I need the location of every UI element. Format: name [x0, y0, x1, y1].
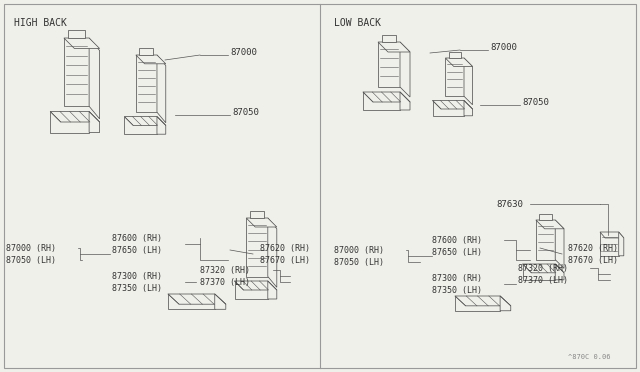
Polygon shape — [89, 38, 100, 119]
Polygon shape — [124, 116, 166, 125]
Text: 87000: 87000 — [490, 42, 517, 51]
Polygon shape — [464, 100, 472, 116]
Polygon shape — [523, 264, 556, 280]
Text: 87050 (LH): 87050 (LH) — [334, 257, 384, 266]
Polygon shape — [556, 264, 564, 280]
Text: 87350 (LH): 87350 (LH) — [112, 283, 162, 292]
Polygon shape — [600, 232, 624, 238]
Polygon shape — [378, 42, 400, 87]
Polygon shape — [234, 281, 268, 299]
Text: 87000: 87000 — [230, 48, 257, 57]
Polygon shape — [540, 214, 552, 220]
Polygon shape — [215, 294, 226, 309]
Polygon shape — [445, 58, 472, 67]
Polygon shape — [536, 220, 564, 229]
Text: 87630: 87630 — [496, 199, 523, 208]
Text: 87000 (RH): 87000 (RH) — [334, 246, 384, 254]
Polygon shape — [64, 38, 100, 48]
Text: HIGH BACK: HIGH BACK — [14, 18, 67, 28]
Polygon shape — [136, 55, 166, 64]
Polygon shape — [449, 52, 461, 58]
Text: 87320 (RH): 87320 (RH) — [518, 263, 568, 273]
Polygon shape — [124, 116, 157, 134]
Polygon shape — [556, 220, 564, 269]
Polygon shape — [246, 218, 277, 227]
Text: LOW BACK: LOW BACK — [334, 18, 381, 28]
Polygon shape — [89, 112, 100, 132]
Text: 87650 (LH): 87650 (LH) — [112, 246, 162, 254]
Text: 87600 (RH): 87600 (RH) — [112, 234, 162, 243]
Text: 87620 (RH): 87620 (RH) — [568, 244, 618, 253]
Polygon shape — [51, 112, 100, 122]
Polygon shape — [250, 211, 264, 218]
Polygon shape — [382, 35, 396, 42]
Text: 87000 (RH): 87000 (RH) — [6, 244, 56, 253]
Polygon shape — [246, 218, 268, 276]
Text: 87670 (LH): 87670 (LH) — [568, 256, 618, 264]
Polygon shape — [157, 116, 166, 134]
Polygon shape — [64, 38, 89, 106]
Text: 87300 (RH): 87300 (RH) — [432, 273, 482, 282]
Polygon shape — [378, 42, 410, 52]
Polygon shape — [51, 112, 89, 132]
Polygon shape — [363, 92, 400, 110]
Text: 87650 (LH): 87650 (LH) — [432, 247, 482, 257]
Polygon shape — [445, 58, 464, 96]
Text: 87050: 87050 — [232, 108, 259, 116]
Text: 87300 (RH): 87300 (RH) — [112, 272, 162, 280]
Polygon shape — [523, 264, 564, 273]
Polygon shape — [157, 55, 166, 123]
Polygon shape — [433, 100, 464, 116]
Text: 87600 (RH): 87600 (RH) — [432, 235, 482, 244]
Polygon shape — [363, 92, 410, 102]
Text: 87370 (LH): 87370 (LH) — [518, 276, 568, 285]
Text: 87050 (LH): 87050 (LH) — [6, 256, 56, 264]
Polygon shape — [168, 294, 215, 309]
Text: ^870C 0.06: ^870C 0.06 — [568, 354, 610, 360]
Text: 87670 (LH): 87670 (LH) — [260, 256, 310, 264]
Polygon shape — [268, 218, 277, 287]
Polygon shape — [400, 42, 410, 97]
Text: 87050: 87050 — [522, 97, 549, 106]
Polygon shape — [234, 281, 277, 290]
Polygon shape — [268, 281, 277, 299]
Text: 87370 (LH): 87370 (LH) — [200, 278, 250, 286]
Polygon shape — [455, 296, 511, 306]
Polygon shape — [500, 296, 511, 311]
Polygon shape — [433, 100, 472, 109]
Text: 87350 (LH): 87350 (LH) — [432, 285, 482, 295]
Text: 87320 (RH): 87320 (RH) — [200, 266, 250, 275]
Text: 87620 (RH): 87620 (RH) — [260, 244, 310, 253]
Polygon shape — [464, 58, 472, 105]
Polygon shape — [140, 48, 154, 55]
Polygon shape — [400, 92, 410, 110]
Polygon shape — [455, 296, 500, 311]
Polygon shape — [600, 232, 619, 256]
Polygon shape — [619, 232, 624, 256]
Polygon shape — [536, 220, 556, 260]
Polygon shape — [136, 55, 157, 112]
Polygon shape — [68, 30, 85, 38]
Polygon shape — [168, 294, 226, 304]
